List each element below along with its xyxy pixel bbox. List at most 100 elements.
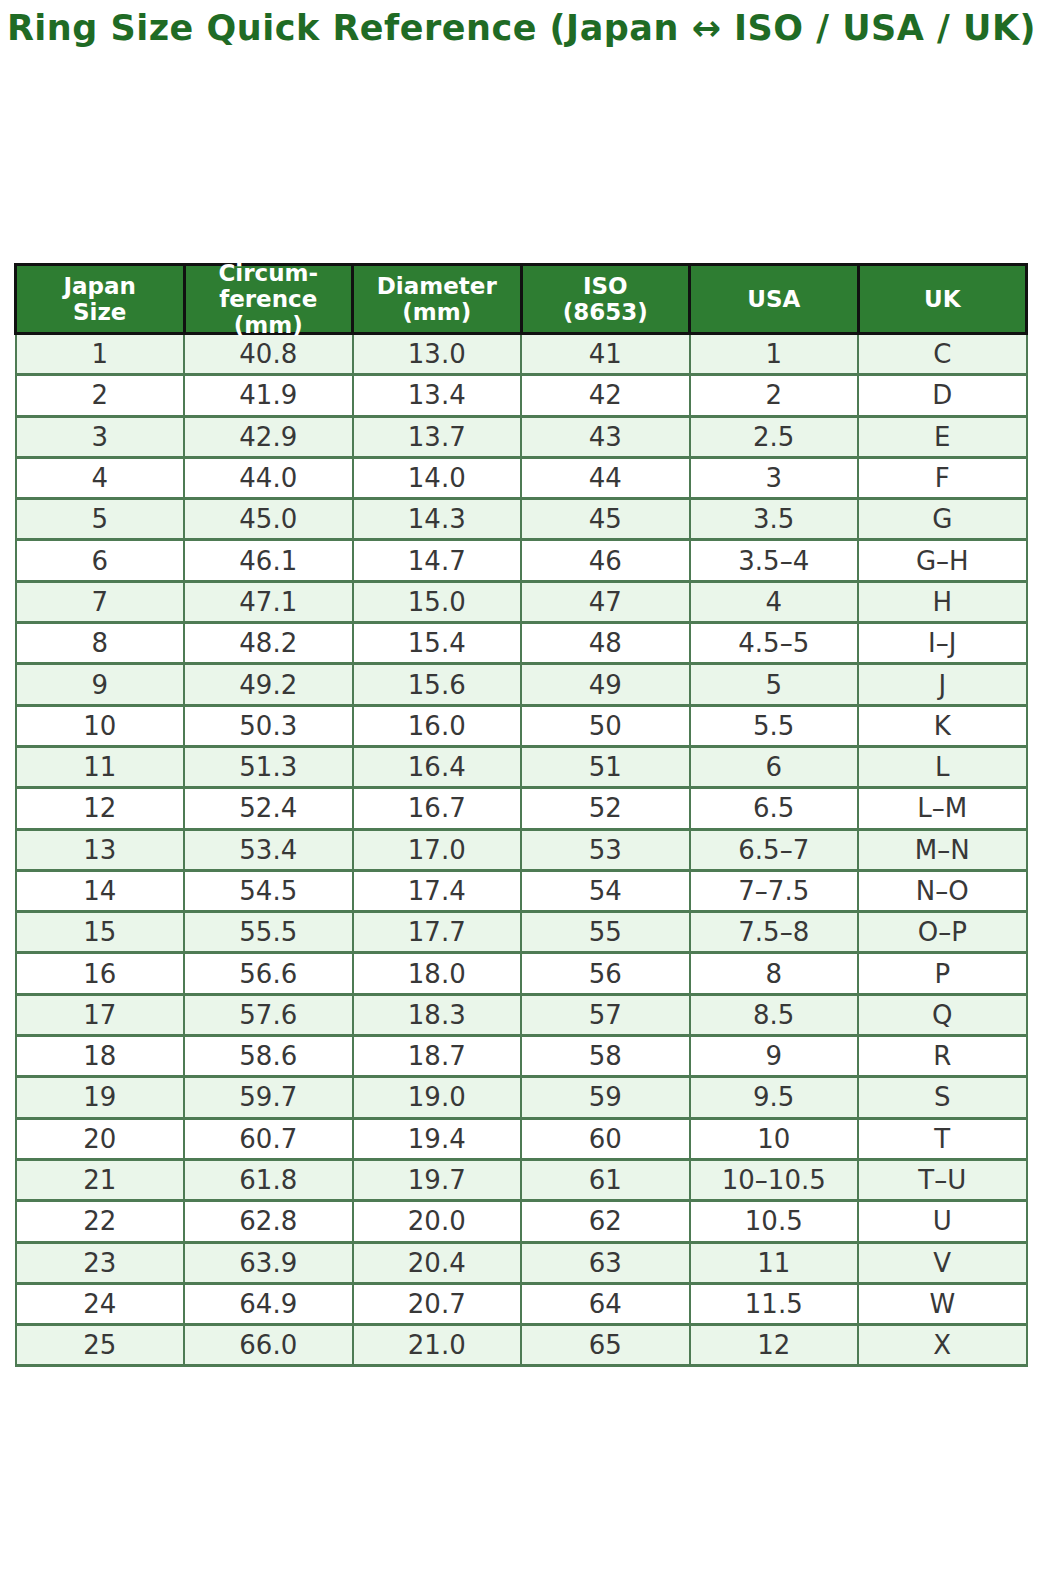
table-cell: 19.0 (353, 1077, 522, 1118)
table-cell: 18 (16, 1036, 185, 1077)
table-cell: 50 (521, 705, 690, 746)
table-cell: 50.3 (184, 705, 353, 746)
header-cell-label: USA (691, 286, 857, 312)
table-cell: 9.5 (690, 1077, 859, 1118)
table-cell: 6 (690, 746, 859, 787)
table-cell: 42 (521, 375, 690, 416)
table-cell: 46 (521, 540, 690, 581)
table-row: 747.115.0474H (16, 581, 1027, 622)
table-cell: 60.7 (184, 1118, 353, 1159)
table-cell: 3.5–4 (690, 540, 859, 581)
table-cell: 63 (521, 1242, 690, 1283)
table-row: 1050.316.0505.5K (16, 705, 1027, 746)
table-row: 1757.618.3578.5Q (16, 994, 1027, 1035)
table-cell: 64.9 (184, 1283, 353, 1324)
table-cell: 51.3 (184, 746, 353, 787)
table-cell: M–N (858, 829, 1027, 870)
table-cell: 25 (16, 1325, 185, 1366)
table-cell: 1 (16, 334, 185, 375)
table-cell: 58 (521, 1036, 690, 1077)
table-cell: 6.5–7 (690, 829, 859, 870)
table-row: 1858.618.7589R (16, 1036, 1027, 1077)
table-row: 2363.920.46311V (16, 1242, 1027, 1283)
table-cell: 55 (521, 912, 690, 953)
table-cell: 21 (16, 1159, 185, 1200)
table-cell: 3.5 (690, 499, 859, 540)
table-cell: 16.4 (353, 746, 522, 787)
table-row: 1959.719.0599.5S (16, 1077, 1027, 1118)
header-row: Japan SizeCircum- ference (mm)Diameter (… (16, 265, 1027, 334)
table-cell: 23 (16, 1242, 185, 1283)
table-row: 1555.517.7557.5–8O–P (16, 912, 1027, 953)
table-cell: 45.0 (184, 499, 353, 540)
table-cell: 4 (16, 457, 185, 498)
table-row: 1454.517.4547–7.5N–O (16, 870, 1027, 911)
table-cell: T–U (858, 1159, 1027, 1200)
header-cell-label: Circum- ference (mm) (186, 260, 352, 338)
table-cell: 15.0 (353, 581, 522, 622)
table-cell: 1 (690, 334, 859, 375)
table-cell: 14 (16, 870, 185, 911)
table-cell: 20.0 (353, 1201, 522, 1242)
table-cell: 54 (521, 870, 690, 911)
table-cell: 3 (16, 416, 185, 457)
table-row: 140.813.0411C (16, 334, 1027, 375)
table-cell: 15.6 (353, 664, 522, 705)
header-cell: Japan Size (16, 265, 185, 334)
table-cell: 59 (521, 1077, 690, 1118)
table-row: 1151.316.4516L (16, 746, 1027, 787)
table-cell: 65 (521, 1325, 690, 1366)
table-cell: 48 (521, 623, 690, 664)
ring-size-table: Japan SizeCircum- ference (mm)Diameter (… (14, 263, 1028, 1367)
table-cell: 44.0 (184, 457, 353, 498)
table-cell: 43 (521, 416, 690, 457)
header-cell: USA (690, 265, 859, 334)
table-row: 646.114.7463.5–4G–H (16, 540, 1027, 581)
table-cell: L (858, 746, 1027, 787)
table-cell: K (858, 705, 1027, 746)
table-cell: 19 (16, 1077, 185, 1118)
table-cell: P (858, 953, 1027, 994)
table-cell: 18.0 (353, 953, 522, 994)
table-cell: 46.1 (184, 540, 353, 581)
table-cell: 13.0 (353, 334, 522, 375)
table-cell: 20.4 (353, 1242, 522, 1283)
table-cell: 10 (16, 705, 185, 746)
table-cell: 20.7 (353, 1283, 522, 1324)
table-cell: 6 (16, 540, 185, 581)
table-cell: 62.8 (184, 1201, 353, 1242)
table-cell: 2.5 (690, 416, 859, 457)
table-cell: 7.5–8 (690, 912, 859, 953)
table-cell: 9 (690, 1036, 859, 1077)
table-cell: G–H (858, 540, 1027, 581)
table-cell: 48.2 (184, 623, 353, 664)
table-cell: 49.2 (184, 664, 353, 705)
table-cell: 56 (521, 953, 690, 994)
table-row: 2566.021.06512X (16, 1325, 1027, 1366)
table-cell: 17.4 (353, 870, 522, 911)
table-cell: 7–7.5 (690, 870, 859, 911)
table-cell: 13 (16, 829, 185, 870)
table-cell: E (858, 416, 1027, 457)
table-row: 949.215.6495J (16, 664, 1027, 705)
table-cell: 21.0 (353, 1325, 522, 1366)
table-cell: 4.5–5 (690, 623, 859, 664)
table-cell: 53 (521, 829, 690, 870)
table-cell: G (858, 499, 1027, 540)
header-cell-label: UK (860, 286, 1026, 312)
table-cell: 63.9 (184, 1242, 353, 1283)
table-cell: 61.8 (184, 1159, 353, 1200)
table-cell: 22 (16, 1201, 185, 1242)
table-cell: W (858, 1283, 1027, 1324)
table-cell: 20 (16, 1118, 185, 1159)
table-cell: 15.4 (353, 623, 522, 664)
table-row: 1252.416.7526.5L–M (16, 788, 1027, 829)
table-cell: N–O (858, 870, 1027, 911)
table-cell: 49 (521, 664, 690, 705)
table-cell: 47.1 (184, 581, 353, 622)
table-row: 2161.819.76110–10.5T–U (16, 1159, 1027, 1200)
table-row: 2060.719.46010T (16, 1118, 1027, 1159)
table-cell: 8.5 (690, 994, 859, 1035)
header-cell-label: Diameter (mm) (354, 273, 520, 325)
table-cell: X (858, 1325, 1027, 1366)
